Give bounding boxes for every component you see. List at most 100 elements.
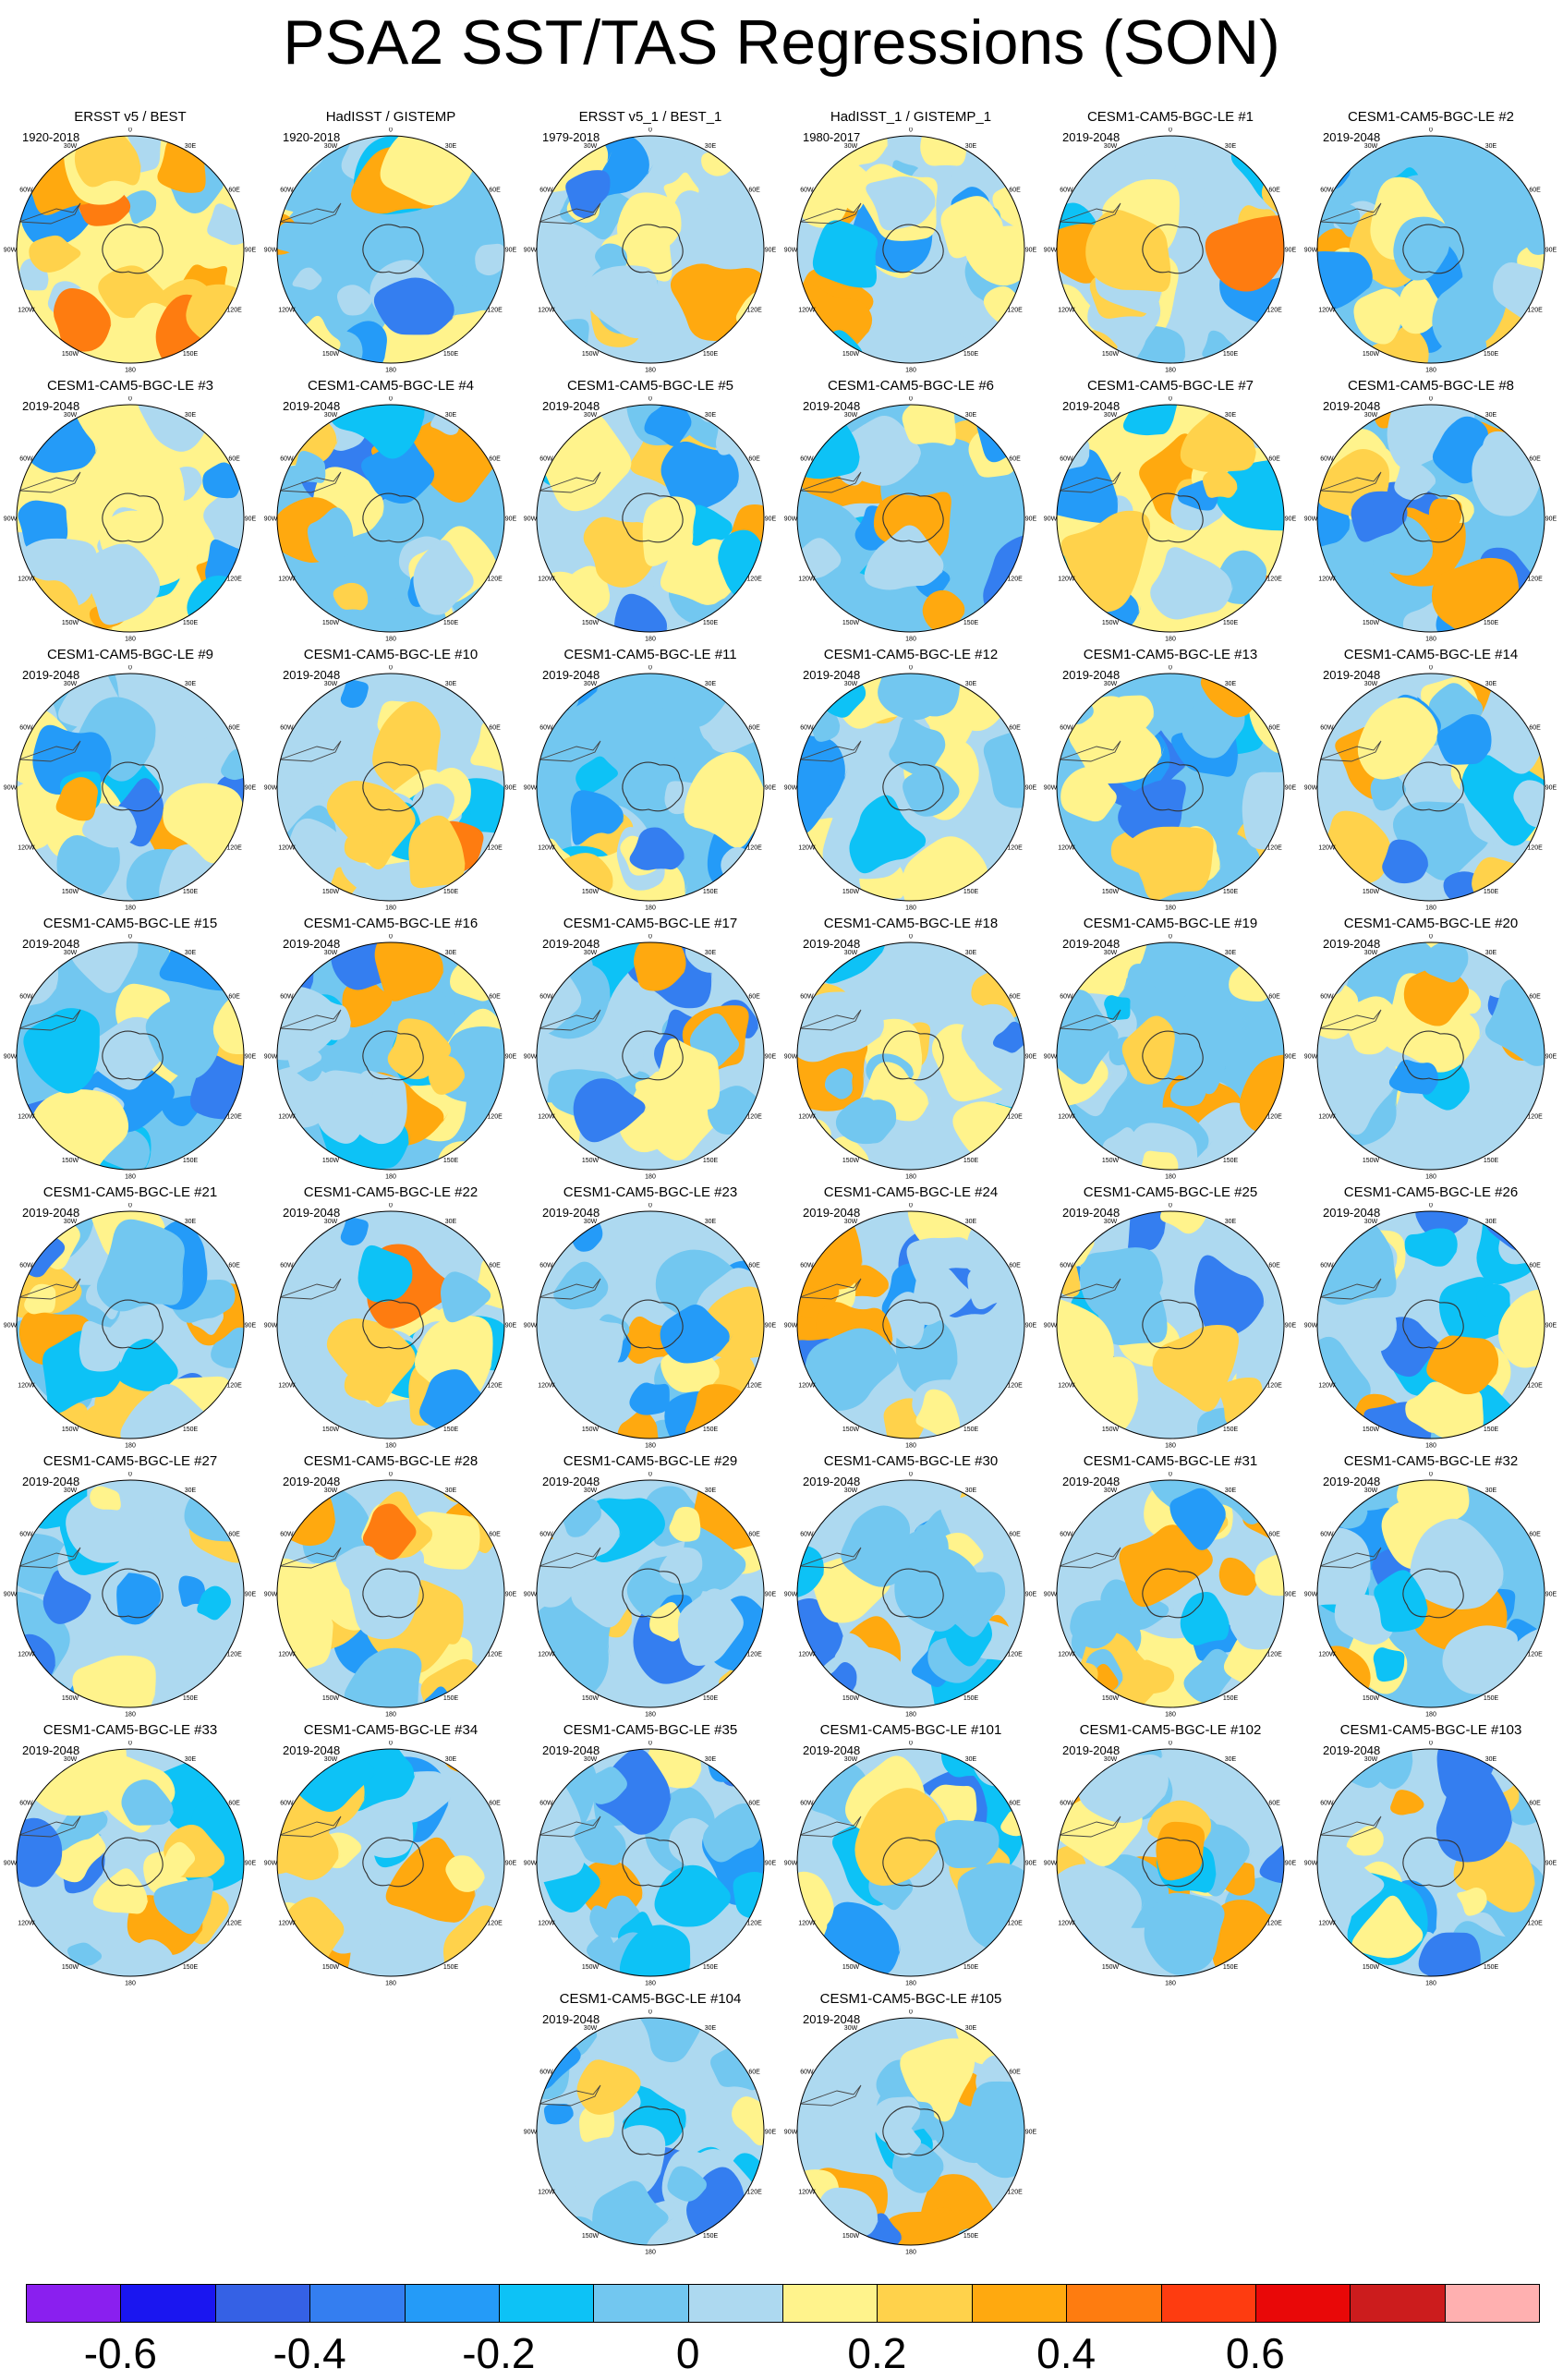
longitude-label: 120W [1058,845,1075,852]
anomaly-contour [913,1260,975,1326]
map-panel: HadISST_1 / GISTEMP_1 1980-2017 0 30E 60E 90E… [781,109,1041,377]
longitude-label: 60E [1529,1532,1541,1538]
longitude-label: 0 [1169,665,1172,672]
longitude-label: 120W [1058,1114,1075,1121]
panel-years: 2019-2048 [542,1206,600,1220]
panel-title: HadISST / GISTEMP [325,109,456,125]
anomaly-contour [1138,145,1177,185]
anomaly-contour [17,780,49,838]
longitude-label: 30E [445,412,457,419]
longitude-label: 90W [264,516,278,523]
anomaly-contour [90,1486,122,1511]
longitude-label: 30W [64,1756,78,1763]
panel-years: 1980-2017 [803,130,861,144]
longitude-label: 120E [1007,308,1023,314]
longitude-label: 30E [1225,950,1237,956]
south-america-coastline [1319,1547,1382,1569]
longitude-label: 120E [487,1921,503,1927]
longitude-label: 0 [1169,1203,1172,1209]
panel-title: CESM1-CAM5-BGC-LE #26 [1343,1184,1519,1200]
longitude-label: 60W [280,456,294,463]
antarctica-coastline [102,761,164,812]
longitude-label: 60E [1009,725,1021,732]
longitude-label: 150E [1484,1427,1499,1433]
polar-stereographic-map: 0 30E 60E 90E 120E 150E 180 150W 120W 90W 60W 30W [524,665,777,912]
anomaly-contour [116,1572,163,1625]
longitude-label: 60W [280,994,294,1001]
longitude-label: 90E [1025,1861,1037,1867]
anomaly-contour [721,846,764,901]
south-america-coastline [1059,740,1121,762]
anomaly-contour [889,716,948,777]
polar-stereographic-map: 0 30E 60E 90E 120E 150E 180 150W 120W 90W 60W 30W [1304,128,1557,374]
map-boundary [16,673,245,902]
panel-years: 2019-2048 [1062,1475,1121,1488]
longitude-label: 90E [1025,248,1037,254]
antarctica-coastline [1402,1299,1464,1350]
antarctica-coastline [622,492,684,543]
anomaly-contour [537,1405,567,1434]
longitude-label: 30E [965,2025,977,2032]
longitude-label: 30E [1225,681,1237,687]
anomaly-contour [1484,979,1545,1066]
longitude-label: 150E [963,2233,979,2240]
longitude-label: 120E [487,1114,503,1121]
anomaly-contour [471,1126,504,1170]
longitude-label: 30W [584,2025,598,2032]
longitude-label: 30W [844,950,858,956]
longitude-label: 150E [443,1695,459,1702]
south-america-coastline [18,202,81,225]
longitude-label: 90E [765,1592,777,1598]
longitude-label: 180 [125,905,136,912]
longitude-label: 30E [705,681,717,687]
panel-years: 2019-2048 [283,1743,341,1757]
antarctica-coastline [362,224,424,274]
anomaly-contour [548,674,580,710]
anomaly-contour [125,190,157,225]
longitude-label: 150E [1484,351,1499,358]
colorbar-segment [1160,2284,1256,2323]
longitude-label: 120E [1527,1114,1543,1121]
longitude-label: 0 [128,934,132,941]
anomaly-contour [1057,448,1120,524]
longitude-label: 30E [445,143,457,150]
longitude-label: 30E [185,1756,197,1763]
longitude-label: 150W [842,620,860,626]
anomaly-contour [614,593,670,632]
antarctica-coastline [882,224,944,274]
anomaly-contour [1428,683,1488,739]
longitude-label: 30E [1225,1488,1237,1494]
longitude-label: 150W [582,2233,600,2240]
longitude-label: 180 [905,637,916,643]
panel-years: 2019-2048 [1323,668,1381,682]
polar-stereographic-map: 0 30E 60E 90E 120E 150E 180 150W 120W 90W 60W 30W [1304,1472,1557,1718]
anomaly-contour [659,1547,704,1585]
longitude-label: 150W [322,1427,340,1433]
anomaly-contour [445,1855,486,1892]
longitude-label: 30W [64,1488,78,1494]
panel-years: 2019-2048 [542,399,600,413]
longitude-label: 30E [965,143,977,150]
anomaly-contour [1317,1749,1373,1775]
longitude-label: 60W [1320,188,1334,194]
anomaly-contour [1156,1821,1206,1881]
anomaly-contour [988,1873,1024,1903]
figure-title: PSA2 SST/TAS Regressions (SON) [283,7,1280,78]
colorbar [26,2284,1540,2323]
longitude-label: 180 [1165,905,1176,912]
longitude-label: 90W [784,1323,798,1330]
longitude-label: 90W [1044,1054,1058,1061]
longitude-label: 120W [538,1921,555,1927]
panel-title: CESM1-CAM5-BGC-LE #33 [42,1722,218,1738]
longitude-label: 60W [800,1801,814,1807]
anomaly-contour [344,1647,422,1707]
longitude-label: 150W [842,1427,860,1433]
map-boundary [276,1210,505,1439]
antarctica-coastline [1142,492,1204,543]
longitude-label: 30W [1104,143,1118,150]
map-boundary [796,673,1025,902]
longitude-label: 60W [1320,456,1334,463]
anomaly-contour [1472,856,1545,901]
antarctica-coastline [1402,1568,1464,1619]
map-panel: CESM1-CAM5-BGC-LE #24 2019-2048 0 30E 60E 90E… [781,1184,1041,1452]
